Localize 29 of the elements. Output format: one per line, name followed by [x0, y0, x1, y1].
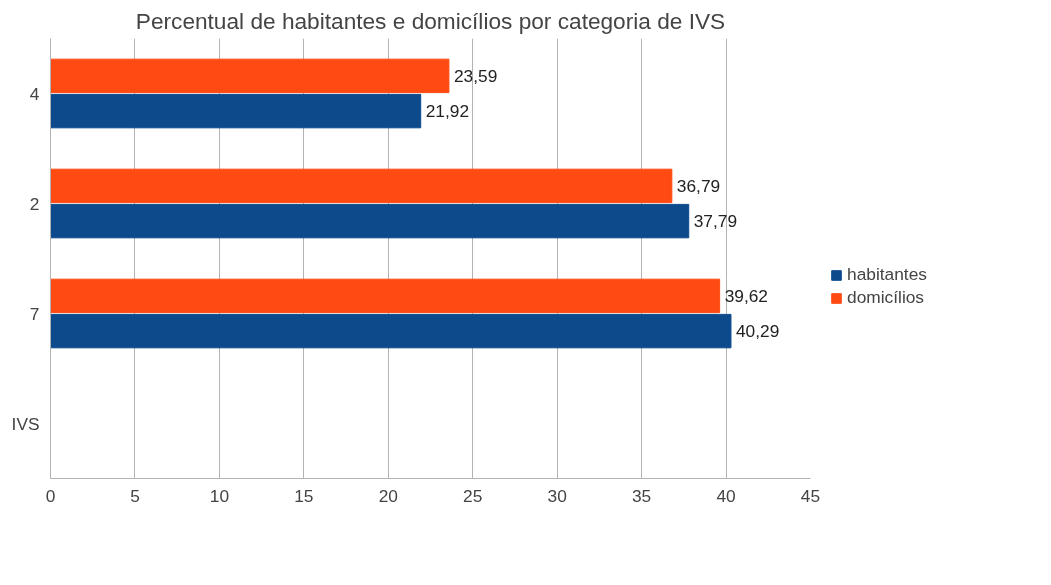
x-tick-label: 25	[463, 485, 483, 506]
data-label: 40,29	[735, 321, 780, 342]
legend-label: habitantes	[847, 264, 927, 285]
legend-label: domicílios	[847, 287, 925, 308]
y-tick-label: IVS	[11, 413, 40, 434]
bar	[50, 168, 673, 204]
bar	[50, 58, 450, 94]
data-label: 36,79	[676, 175, 721, 196]
x-tick-label: 5	[130, 485, 140, 506]
bar	[50, 313, 732, 349]
data-label: 39,62	[724, 285, 769, 306]
data-label: 23,59	[453, 65, 498, 86]
bar	[50, 203, 690, 239]
x-tick-label: 0	[45, 485, 56, 506]
bar	[50, 93, 422, 129]
y-tick-label: 7	[29, 303, 40, 324]
x-tick-label: 45	[800, 485, 821, 506]
chart-title: Percentual de habitantes e domicílios por categoria de IVS	[135, 7, 726, 34]
x-tick-label: 10	[209, 485, 230, 506]
x-tick-label: 20	[378, 485, 398, 506]
bar	[50, 278, 721, 314]
x-tick-label: 35	[631, 485, 652, 506]
y-tick-label: 2	[29, 193, 40, 214]
x-tick-label: 40	[716, 485, 736, 506]
x-tick-label: 30	[547, 485, 567, 506]
data-label: 21,92	[425, 101, 470, 122]
y-tick-label: 4	[29, 83, 40, 104]
x-tick-label: 15	[294, 485, 314, 506]
data-label: 37,79	[693, 211, 738, 232]
